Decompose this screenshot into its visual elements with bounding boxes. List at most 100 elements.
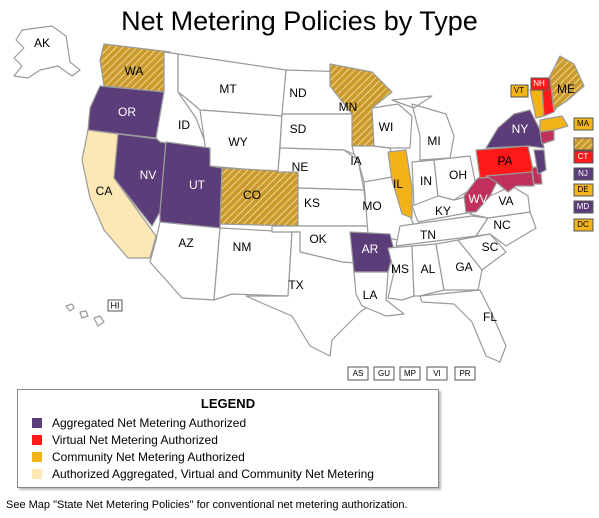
territory-box[interactable] — [373, 366, 395, 381]
legend-item-all: Authorized Aggregated, Virtual and Commu… — [32, 466, 374, 482]
label-ak: AK — [34, 36, 50, 50]
label-ct: CT — [578, 152, 589, 161]
hi-label-box — [107, 299, 123, 312]
label-nj: NJ — [578, 169, 588, 178]
label-hi: HI — [111, 300, 120, 310]
territory-label-gu: GU — [378, 369, 390, 378]
label-oh: OH — [449, 168, 467, 182]
territory-box[interactable] — [454, 366, 476, 381]
territory-box[interactable] — [347, 366, 369, 381]
territory-label-as: AS — [353, 369, 364, 378]
legend-swatch — [32, 452, 42, 462]
state-me[interactable] — [549, 55, 585, 113]
vt-callout — [510, 84, 529, 98]
label-dc: DC — [577, 220, 589, 229]
territory-label-vi: VI — [433, 369, 441, 378]
label-co: CO — [243, 188, 261, 202]
state-oh[interactable] — [433, 155, 477, 201]
label-ne: NE — [292, 160, 309, 174]
label-sc: SC — [482, 240, 499, 254]
legend-swatch — [32, 418, 42, 428]
label-sd: SD — [290, 122, 307, 136]
us-net-metering-map: AS GU MP VI PR AK HI WA OR CA NV ID MT W… — [13, 25, 594, 381]
de-callout — [573, 183, 594, 197]
label-de: DE — [577, 185, 588, 194]
label-ut: UT — [189, 178, 206, 192]
label-mo: MO — [362, 199, 381, 213]
label-nc: NC — [493, 218, 511, 232]
label-tx: TX — [288, 278, 303, 292]
label-mt: MT — [219, 82, 237, 96]
label-ga: GA — [455, 260, 472, 274]
dc-callout — [573, 218, 594, 232]
territory-box[interactable] — [426, 366, 448, 381]
label-or: OR — [118, 105, 136, 119]
ri-callout — [573, 137, 594, 151]
label-nh: NH — [533, 79, 545, 88]
label-ms: MS — [391, 262, 409, 276]
map-legend: LEGEND Aggregated Net Metering Authorize… — [17, 389, 439, 488]
legend-item-virtual: Virtual Net Metering Authorized — [32, 432, 218, 448]
legend-item-aggregated: Aggregated Net Metering Authorized — [32, 415, 246, 431]
legend-label: Virtual Net Metering Authorized — [52, 433, 218, 447]
legend-swatch — [32, 435, 42, 445]
label-ar: AR — [362, 242, 379, 256]
legend-title: LEGEND — [200, 396, 256, 411]
state-hi[interactable] — [65, 303, 105, 327]
label-vt: VT — [514, 86, 524, 95]
label-wy: WY — [228, 135, 247, 149]
state-wv[interactable] — [463, 171, 499, 213]
label-va: VA — [498, 194, 513, 208]
label-ma: MA — [577, 119, 590, 128]
state-ga[interactable] — [435, 239, 483, 291]
legend-label: Authorized Aggregated, Virtual and Commu… — [52, 467, 374, 481]
territory-label-mp: MP — [404, 369, 416, 378]
state-az[interactable] — [149, 221, 221, 301]
state-ny[interactable] — [485, 109, 545, 149]
state-nm[interactable] — [213, 227, 293, 301]
state-sd[interactable] — [279, 113, 355, 155]
label-pa: PA — [497, 154, 512, 168]
label-ny: NY — [512, 122, 529, 136]
ma-callout — [573, 117, 594, 131]
state-il[interactable] — [387, 149, 413, 219]
label-me: ME — [557, 82, 575, 96]
ct-callout — [573, 150, 594, 164]
state-tx[interactable] — [245, 231, 379, 357]
md-callout — [573, 200, 594, 214]
label-fl: FL — [483, 310, 497, 324]
label-mi: MI — [427, 134, 440, 148]
nh-callout — [530, 77, 549, 91]
state-fl[interactable] — [419, 289, 507, 363]
state-la[interactable] — [353, 271, 405, 317]
label-wv: WV — [468, 192, 487, 206]
legend-item-community: Community Net Metering Authorized — [32, 449, 245, 465]
label-nm: NM — [233, 240, 252, 254]
label-md: MD — [577, 202, 590, 211]
label-ok: OK — [309, 232, 326, 246]
state-nj[interactable] — [533, 149, 547, 175]
label-ky: KY — [435, 204, 451, 218]
legend-label: Community Net Metering Authorized — [52, 450, 245, 464]
label-la: LA — [363, 288, 378, 302]
legend-swatch — [32, 469, 42, 479]
state-labels: AK HI WA OR CA NV ID MT WY UT CO AZ NM N… — [34, 36, 590, 324]
legend-label: Aggregated Net Metering Authorized — [52, 416, 247, 430]
territory-label-pr: PR — [459, 369, 470, 378]
label-id: ID — [178, 118, 190, 132]
label-wa: WA — [125, 64, 144, 78]
state-ak[interactable] — [13, 25, 81, 79]
label-in: IN — [420, 174, 432, 188]
label-ca: CA — [96, 184, 113, 198]
state-ma[interactable] — [539, 115, 569, 133]
label-ia: IA — [350, 154, 361, 168]
nj-callout — [573, 167, 594, 181]
label-ks: KS — [304, 196, 320, 210]
state-al[interactable] — [411, 243, 445, 297]
map-title: Net Metering Policies by Type — [121, 6, 478, 36]
state-wi[interactable] — [371, 103, 413, 149]
territory-boxes: AS GU MP VI PR — [347, 366, 476, 381]
label-nv: NV — [140, 168, 157, 182]
territory-box[interactable] — [399, 366, 421, 381]
label-tn: TN — [420, 228, 436, 242]
